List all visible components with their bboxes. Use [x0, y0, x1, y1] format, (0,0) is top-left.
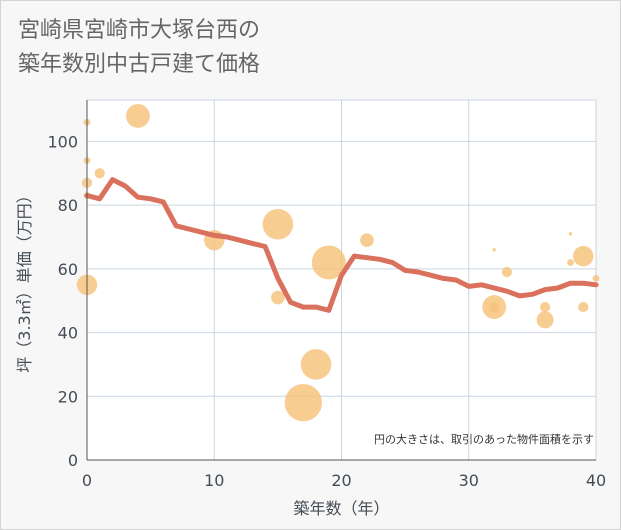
bubble-12	[311, 245, 346, 280]
chart-title-line-1: 宮崎県宮崎市大塚台西の	[18, 18, 261, 43]
bubble-19	[540, 301, 551, 313]
bubble-21	[567, 259, 574, 266]
y-tick-label-40: 40	[58, 324, 78, 343]
bubble-23	[578, 301, 589, 313]
x-axis-title: 築年数（年）	[293, 499, 389, 518]
bubble-22	[573, 245, 594, 267]
bubble-24	[592, 275, 600, 282]
chart-title: 宮崎県宮崎市大塚台西の 築年数別中古戸建て価格	[18, 14, 260, 82]
bubble-13	[360, 233, 374, 247]
bubble-9	[271, 290, 285, 305]
bubble-11	[300, 349, 332, 380]
y-tick-label-60: 60	[58, 260, 78, 279]
bubble-5	[94, 168, 105, 179]
bubble-size-note: 円の大きさは、取引のあった物件面積を示す	[374, 432, 594, 446]
y-tick-label-0: 0	[68, 451, 78, 470]
x-tick-label-30: 30	[459, 471, 479, 490]
bubble-17	[501, 266, 513, 278]
bubble-10	[284, 383, 323, 422]
x-tick-label-20: 20	[331, 471, 351, 490]
y-tick-label-80: 80	[58, 196, 78, 215]
bubble-8	[262, 208, 294, 240]
y-tick-label-100: 100	[47, 132, 78, 151]
bubble-20	[568, 232, 573, 236]
bubble-18	[536, 311, 554, 329]
x-tick-label-40: 40	[586, 471, 606, 490]
x-tick-label-0: 0	[82, 471, 92, 490]
x-tick-label-10: 10	[204, 471, 224, 490]
average-price-line	[84, 177, 599, 313]
axes	[86, 100, 596, 461]
chart-title-line-2: 築年数別中古戸建て価格	[18, 52, 261, 77]
bubble-14	[492, 248, 496, 252]
bubble-16	[489, 301, 500, 313]
y-tick-label-20: 20	[58, 387, 78, 406]
y-axis-title: 坪（3.3㎡）単価（万円）	[15, 187, 34, 372]
tick-labels: 0 10 20 30 40 0 20 40 60 80 100	[47, 132, 606, 490]
bubble-6	[125, 104, 150, 128]
